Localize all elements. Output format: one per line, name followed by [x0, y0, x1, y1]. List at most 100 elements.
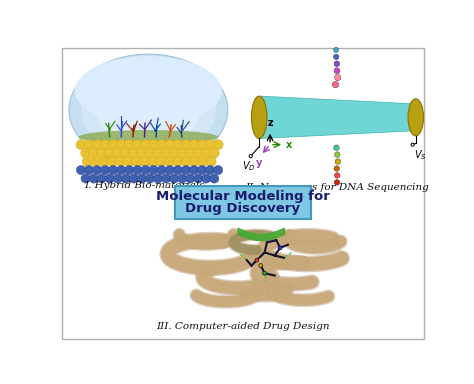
- Circle shape: [201, 148, 211, 158]
- Circle shape: [133, 166, 142, 175]
- Circle shape: [185, 148, 195, 158]
- Circle shape: [197, 166, 207, 175]
- Circle shape: [334, 145, 339, 151]
- Circle shape: [137, 148, 147, 158]
- Circle shape: [89, 174, 98, 183]
- Ellipse shape: [408, 99, 423, 136]
- Circle shape: [169, 148, 179, 158]
- Circle shape: [81, 174, 90, 183]
- Circle shape: [181, 166, 191, 175]
- Circle shape: [161, 148, 171, 158]
- Circle shape: [92, 166, 102, 175]
- Circle shape: [84, 140, 94, 150]
- Circle shape: [117, 166, 126, 175]
- Circle shape: [132, 140, 143, 150]
- Circle shape: [185, 174, 195, 183]
- Circle shape: [157, 166, 166, 175]
- Circle shape: [148, 140, 159, 150]
- Circle shape: [105, 148, 115, 158]
- Circle shape: [100, 140, 110, 150]
- Circle shape: [141, 166, 150, 175]
- Circle shape: [129, 148, 139, 158]
- Circle shape: [148, 157, 158, 167]
- Text: Molecular Modeling for: Molecular Modeling for: [156, 190, 330, 203]
- Circle shape: [189, 140, 199, 150]
- Text: I. Hybrid Bio-materials: I. Hybrid Bio-materials: [84, 181, 205, 190]
- Circle shape: [206, 157, 216, 167]
- Circle shape: [193, 148, 203, 158]
- Circle shape: [173, 140, 183, 150]
- FancyBboxPatch shape: [62, 48, 424, 339]
- Ellipse shape: [69, 54, 228, 166]
- Circle shape: [82, 157, 92, 167]
- Circle shape: [334, 61, 340, 66]
- Circle shape: [334, 166, 339, 171]
- Circle shape: [193, 174, 203, 183]
- Ellipse shape: [97, 74, 200, 146]
- Circle shape: [115, 157, 125, 167]
- Text: x: x: [286, 140, 292, 150]
- Circle shape: [89, 148, 99, 158]
- Circle shape: [334, 68, 340, 74]
- Circle shape: [263, 271, 266, 275]
- Circle shape: [164, 140, 175, 150]
- Circle shape: [169, 174, 179, 183]
- Circle shape: [109, 166, 118, 175]
- Circle shape: [100, 166, 110, 175]
- Circle shape: [335, 159, 341, 164]
- Circle shape: [335, 173, 340, 178]
- Circle shape: [335, 74, 341, 81]
- Circle shape: [76, 140, 86, 150]
- Circle shape: [165, 157, 175, 167]
- Circle shape: [97, 174, 106, 183]
- Circle shape: [205, 140, 215, 150]
- Circle shape: [255, 258, 259, 262]
- Circle shape: [209, 148, 219, 158]
- Circle shape: [411, 143, 414, 146]
- Circle shape: [213, 166, 223, 175]
- Circle shape: [335, 152, 340, 157]
- Circle shape: [145, 148, 155, 158]
- Text: y: y: [256, 159, 263, 169]
- Text: Drug Discovery: Drug Discovery: [185, 202, 301, 215]
- Circle shape: [140, 157, 150, 167]
- Ellipse shape: [81, 63, 216, 157]
- Circle shape: [137, 174, 146, 183]
- Circle shape: [278, 246, 282, 250]
- Circle shape: [153, 174, 163, 183]
- Text: $V_D$: $V_D$: [242, 159, 255, 173]
- Text: z: z: [267, 118, 273, 128]
- Circle shape: [124, 140, 135, 150]
- FancyBboxPatch shape: [175, 186, 311, 218]
- Circle shape: [125, 166, 134, 175]
- Circle shape: [197, 140, 207, 150]
- Circle shape: [149, 166, 158, 175]
- Circle shape: [190, 157, 200, 167]
- Circle shape: [99, 157, 109, 167]
- Circle shape: [205, 166, 215, 175]
- Circle shape: [121, 174, 130, 183]
- Circle shape: [76, 166, 86, 175]
- Circle shape: [156, 140, 167, 150]
- Circle shape: [182, 157, 191, 167]
- Circle shape: [161, 174, 171, 183]
- Circle shape: [198, 157, 208, 167]
- Circle shape: [123, 157, 134, 167]
- Circle shape: [81, 148, 91, 158]
- Ellipse shape: [75, 56, 222, 126]
- Circle shape: [140, 140, 151, 150]
- Circle shape: [145, 174, 155, 183]
- Circle shape: [201, 174, 211, 183]
- Circle shape: [92, 140, 102, 150]
- Circle shape: [259, 263, 263, 267]
- Circle shape: [249, 155, 252, 158]
- Circle shape: [177, 174, 187, 183]
- Circle shape: [132, 157, 142, 167]
- Circle shape: [332, 81, 339, 88]
- Circle shape: [334, 54, 339, 60]
- Circle shape: [113, 148, 123, 158]
- Circle shape: [177, 148, 187, 158]
- Circle shape: [156, 157, 166, 167]
- Circle shape: [97, 148, 107, 158]
- Circle shape: [113, 174, 122, 183]
